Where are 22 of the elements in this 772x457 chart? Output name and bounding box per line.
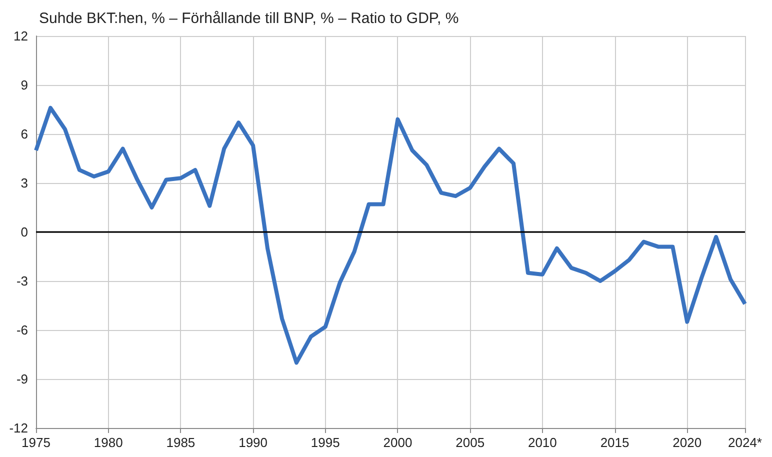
- x-tick-label: 2020: [672, 435, 702, 450]
- x-tick-label: 1995: [310, 435, 340, 450]
- chart-title: Suhde BKT:hen, % – Förhållande till BNP, % – Ratio to GDP, %: [39, 10, 459, 27]
- y-tick-label: 3: [20, 176, 28, 190]
- x-tick-label: 2024*: [728, 435, 762, 450]
- x-tick-label: 1985: [166, 435, 196, 450]
- x-tick-label: 1980: [94, 435, 123, 450]
- y-tick-label: -12: [9, 420, 28, 436]
- line-series: [34, 106, 747, 365]
- x-tick-label: 2015: [600, 435, 630, 450]
- y-tick-label: 12: [14, 28, 28, 44]
- y-tick-label: -6: [16, 322, 28, 338]
- y-tick-label: 6: [20, 126, 28, 142]
- y-tick-label: 0: [20, 224, 28, 240]
- y-tick-label: -9: [16, 372, 28, 386]
- x-tick-label: 2010: [528, 435, 557, 450]
- x-tick-label: 1990: [238, 435, 268, 450]
- y-tick-label: 9: [20, 78, 28, 92]
- x-tick-label: 2005: [456, 435, 485, 450]
- x-tick-label: 1975: [22, 435, 50, 450]
- x-tick-label: 2000: [383, 435, 412, 450]
- y-tick-label: -3: [16, 274, 28, 288]
